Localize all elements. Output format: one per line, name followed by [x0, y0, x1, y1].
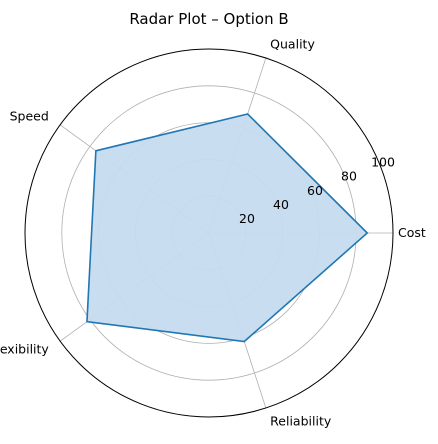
r-tick-label-80: 80 [341, 169, 357, 184]
category-label-speed: Speed [10, 109, 49, 124]
radar-frame [24, 48, 394, 418]
r-tick-label-40: 40 [273, 197, 289, 212]
r-tick-label-100: 100 [371, 155, 395, 170]
r-tick-label-20: 20 [239, 211, 255, 226]
series-line [86, 113, 369, 343]
series-fill [86, 114, 368, 342]
category-label-quality: Quality [270, 37, 315, 52]
chart-title: Radar Plot – Option B [129, 10, 288, 28]
category-label-reliability: Reliability [270, 413, 332, 428]
radar-labels: 20 40 60 80 100 Cost Quality Speed Flexibility Re… [0, 37, 426, 429]
r-tick-label-60: 60 [307, 183, 323, 198]
outer-frame [24, 48, 394, 418]
radar-data [86, 113, 369, 343]
category-label-flexibility: Flexibility [0, 341, 49, 356]
category-label-cost: Cost [398, 225, 426, 240]
